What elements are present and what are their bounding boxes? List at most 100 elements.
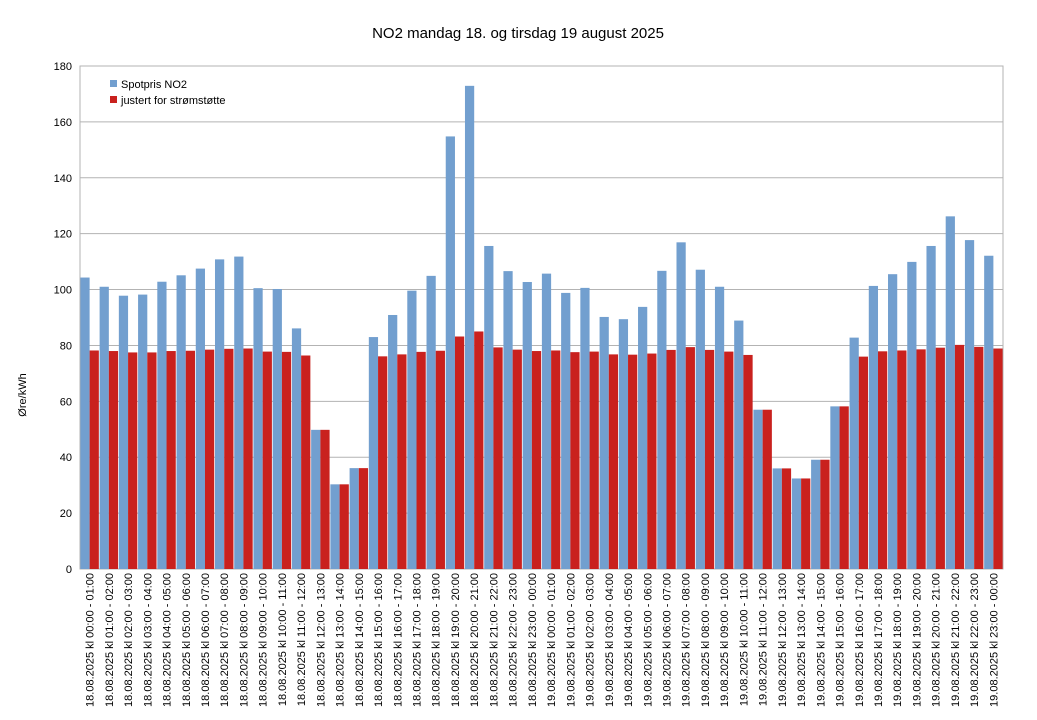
bar <box>935 347 945 569</box>
bar <box>762 409 772 569</box>
bar <box>512 349 522 569</box>
bar <box>214 259 225 569</box>
bar <box>118 295 129 569</box>
x-tick-label: 18.08.2025 kl 13:00 - 14:00 <box>335 573 347 707</box>
x-tick-label: 18.08.2025 kl 07:00 - 08:00 <box>219 573 231 707</box>
x-tick-label: 19.08.2025 kl 03:00 - 04:00 <box>604 573 616 707</box>
x-tick-label: 19.08.2025 kl 17:00 - 18:00 <box>873 573 885 707</box>
x-tick-label: 18.08.2025 kl 22:00 - 23:00 <box>508 573 520 707</box>
x-tick-label: 18.08.2025 kl 23:00 - 00:00 <box>527 573 539 707</box>
x-tick-label: 18.08.2025 kl 00:00 - 01:00 <box>85 573 97 707</box>
y-tick-label: 20 <box>60 508 72 520</box>
bar <box>580 287 590 569</box>
x-tick-label: 19.08.2025 kl 20:00 - 21:00 <box>931 573 943 707</box>
bar <box>330 484 340 569</box>
bar <box>320 429 330 569</box>
bar <box>474 331 484 569</box>
bar <box>176 275 186 569</box>
bar <box>426 275 436 569</box>
x-tick-label: 18.08.2025 kl 01:00 - 02:00 <box>104 573 116 707</box>
x-tick-label: 19.08.2025 kl 01:00 - 02:00 <box>565 573 577 707</box>
bar <box>147 352 157 569</box>
x-tick-label: 18.08.2025 kl 18:00 - 19:00 <box>431 573 443 707</box>
bar <box>878 351 888 569</box>
bar <box>628 354 638 569</box>
bar <box>445 136 455 570</box>
bar <box>204 349 215 569</box>
bar <box>888 274 898 569</box>
bar <box>253 288 263 569</box>
bar <box>281 351 292 569</box>
legend-swatch <box>110 96 117 103</box>
x-tick-label: 18.08.2025 kl 19:00 - 20:00 <box>450 573 462 707</box>
x-tick-label: 19.08.2025 kl 11:00 - 12:00 <box>758 573 770 706</box>
bar <box>157 281 167 569</box>
x-tick-label: 19.08.2025 kl 14:00 - 15:00 <box>815 573 827 707</box>
bar <box>224 348 234 569</box>
bar <box>657 270 667 569</box>
bar <box>397 354 407 569</box>
bar <box>608 354 619 569</box>
x-tick-label: 18.08.2025 kl 20:00 - 21:00 <box>469 573 481 707</box>
bar <box>897 350 907 569</box>
x-tick-label: 19.08.2025 kl 18:00 - 19:00 <box>892 573 904 707</box>
x-tick-label: 19.08.2025 kl 10:00 - 11:00 <box>738 573 750 706</box>
bar <box>435 350 445 569</box>
bar <box>599 316 609 569</box>
x-tick-label: 19.08.2025 kl 15:00 - 16:00 <box>835 573 847 707</box>
y-tick-label: 100 <box>54 285 72 297</box>
x-tick-label: 19.08.2025 kl 16:00 - 17:00 <box>854 573 866 707</box>
bar <box>195 268 205 569</box>
bar <box>811 459 821 569</box>
legend-label: justert for strømstøtte <box>120 95 226 107</box>
bar <box>618 319 629 569</box>
bar <box>964 240 975 570</box>
bar <box>454 336 465 569</box>
bar <box>839 406 849 569</box>
bar <box>464 85 475 570</box>
y-tick-label: 80 <box>60 340 72 352</box>
bar <box>561 292 571 569</box>
bar <box>166 351 176 569</box>
y-tick-label: 40 <box>60 452 72 464</box>
bar <box>685 347 695 569</box>
x-tick-label: 19.08.2025 kl 09:00 - 10:00 <box>719 573 731 707</box>
bar <box>801 478 811 569</box>
plot-frame <box>79 65 1004 570</box>
bar <box>714 286 725 569</box>
legend-label: Spotpris NO2 <box>121 79 187 91</box>
bar <box>695 269 705 569</box>
bar <box>993 348 1003 569</box>
x-tick-label: 18.08.2025 kl 03:00 - 04:00 <box>142 573 154 707</box>
x-tick-label: 18.08.2025 kl 17:00 - 18:00 <box>412 573 424 707</box>
bar <box>781 468 792 569</box>
bar <box>724 351 734 569</box>
chart-title: NO2 mandag 18. og tirsdag 19 august 2025 <box>372 25 664 42</box>
bar <box>339 484 349 569</box>
bar <box>551 350 561 569</box>
x-tick-label: 19.08.2025 kl 22:00 - 23:00 <box>969 573 981 707</box>
bar <box>138 294 148 569</box>
x-tick-label: 18.08.2025 kl 10:00 - 11:00 <box>277 573 289 706</box>
bar <box>407 290 417 569</box>
bar <box>358 468 369 569</box>
bar <box>185 350 195 569</box>
bar <box>945 216 955 569</box>
bar <box>984 255 994 569</box>
x-tick-label: 18.08.2025 kl 08:00 - 09:00 <box>238 573 250 707</box>
x-tick-label: 19.08.2025 kl 02:00 - 03:00 <box>585 573 597 707</box>
x-tick-label: 18.08.2025 kl 16:00 - 17:00 <box>392 573 404 707</box>
bar <box>484 245 494 569</box>
x-tick-label: 19.08.2025 kl 04:00 - 05:00 <box>623 573 635 707</box>
x-tick-label: 19.08.2025 kl 06:00 - 07:00 <box>661 573 673 707</box>
bar <box>291 328 302 569</box>
bar <box>734 320 744 569</box>
x-tick-label: 19.08.2025 kl 23:00 - 00:00 <box>988 573 1000 707</box>
x-tick-label: 18.08.2025 kl 11:00 - 12:00 <box>296 573 308 706</box>
y-tick-label: 120 <box>54 229 72 241</box>
bar <box>80 277 90 569</box>
y-tick-label: 140 <box>54 173 72 185</box>
x-tick-label: 19.08.2025 kl 12:00 - 13:00 <box>777 573 789 707</box>
bar <box>638 306 648 569</box>
